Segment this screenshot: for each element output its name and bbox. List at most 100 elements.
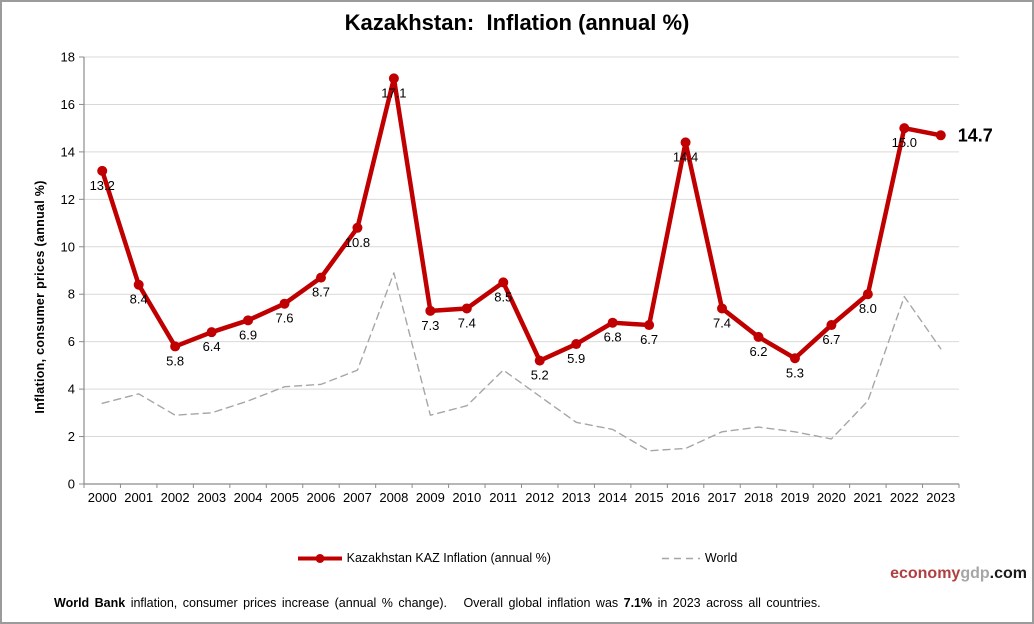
x-tick-label: 2018: [744, 490, 773, 505]
x-tick-label: 2011: [489, 490, 517, 505]
footnote: World Bank inflation, consumer prices in…: [54, 596, 821, 610]
x-tick-label: 2006: [307, 490, 336, 505]
data-point-marker: [425, 305, 436, 316]
data-point-label: 7.6: [275, 311, 293, 326]
y-tick-label: 8: [68, 287, 75, 302]
data-point-label: 8.7: [312, 285, 330, 300]
data-point-label: 5.3: [786, 365, 804, 380]
x-tick-label: 2014: [598, 490, 627, 505]
footnote-global-value: 7.1%: [623, 596, 653, 610]
data-point-label: 15.0: [892, 135, 917, 150]
footnote-source: World Bank: [54, 596, 126, 610]
y-tick-label: 14: [61, 144, 75, 159]
data-point-marker: [826, 320, 837, 331]
data-point-label: 7.4: [458, 315, 476, 330]
data-point-label: 6.7: [822, 332, 840, 347]
y-tick-label: 18: [61, 50, 75, 65]
x-tick-label: 2016: [671, 490, 700, 505]
data-point-label: 5.9: [567, 351, 585, 366]
footnote-text-2: in 2023 across all countries.: [652, 596, 821, 610]
data-point-marker: [680, 137, 691, 148]
data-point-marker: [571, 339, 582, 350]
world-line: [101, 272, 942, 452]
y-tick-label: 10: [61, 239, 75, 254]
data-point-label: 6.2: [749, 344, 767, 359]
data-point-label: 8.4: [130, 292, 148, 307]
brand-logo-gdp: gdp: [960, 565, 990, 582]
x-tick-label: 2013: [562, 490, 591, 505]
kazakhstan-line: [99, 76, 944, 363]
x-tick-label: 2001: [124, 490, 153, 505]
x-tick-label: 2010: [452, 490, 481, 505]
x-tick-label: 2000: [88, 490, 117, 505]
data-point-label: 5.2: [531, 368, 549, 383]
x-tick-label: 2003: [197, 490, 226, 505]
data-point-marker: [388, 73, 399, 84]
y-tick-label: 0: [68, 477, 75, 492]
data-point-marker: [97, 165, 108, 176]
data-point-marker: [935, 130, 946, 141]
legend-kaz-dot: [315, 553, 325, 563]
plot-area: 0 2 4 6 8 10 12 14 16 18 2000 2001 2002 2003 2004 2005 2…: [61, 50, 993, 506]
x-tick-label: 2007: [343, 490, 372, 505]
legend-item-world: World: [661, 551, 737, 565]
x-tick-label: 2012: [525, 490, 554, 505]
data-point-marker: [315, 272, 326, 283]
brand-logo[interactable]: economygdp.com: [890, 565, 1027, 583]
data-point-label: 8.5: [494, 289, 512, 304]
data-point-marker: [644, 320, 655, 331]
x-tick-label: 2015: [635, 490, 664, 505]
x-tick-label: 2009: [416, 490, 445, 505]
legend-item-kazakhstan: Kazakhstan KAZ Inflation (annual %): [297, 551, 551, 565]
x-tick-label: 2019: [780, 490, 809, 505]
legend-label-world: World: [704, 551, 738, 565]
x-tick-label: 2023: [926, 490, 955, 505]
data-point-marker: [717, 303, 728, 314]
x-tick-label: 2008: [379, 490, 408, 505]
data-point-marker: [243, 315, 254, 326]
data-point-label: 17.1: [381, 85, 406, 100]
data-point-label: 7.4: [713, 315, 731, 330]
world-series-swatch-icon: [661, 557, 700, 559]
data-point-label: 5.8: [166, 353, 184, 368]
data-point-label: 14.4: [673, 149, 698, 164]
data-point-marker: [862, 289, 873, 300]
data-point-marker: [607, 317, 618, 328]
legend: Kazakhstan KAZ Inflation (annual %) Worl…: [2, 551, 1032, 565]
data-point-label: 6.4: [203, 339, 221, 354]
kazakhstan-series-swatch-icon: [297, 553, 342, 563]
data-point-label: 6.8: [604, 330, 622, 345]
y-tick-label: 4: [68, 382, 75, 397]
data-point-marker: [352, 222, 363, 233]
data-point-marker: [899, 123, 910, 134]
data-point-label: 7.3: [421, 318, 439, 333]
last-value-label: 14.7: [958, 125, 993, 145]
x-tick-label: 2017: [708, 490, 737, 505]
y-tick-label: 2: [68, 429, 75, 444]
data-point-label: 6.7: [640, 332, 658, 347]
data-point-label: 13.2: [90, 178, 115, 193]
chart-title: Kazakhstan: Inflation (annual %): [344, 10, 690, 35]
x-tick-label: 2004: [234, 490, 263, 505]
y-tick-label: 12: [61, 192, 75, 207]
x-tick-label: 2002: [161, 490, 190, 505]
data-point-marker: [461, 303, 472, 314]
x-tick-label: 2005: [270, 490, 299, 505]
x-tick-label: 2021: [853, 490, 882, 505]
data-point-label: 10.8: [345, 235, 370, 250]
data-point-marker: [133, 279, 144, 290]
legend-label-kazakhstan: Kazakhstan KAZ Inflation (annual %): [346, 551, 551, 565]
data-point-marker: [206, 327, 217, 338]
data-point-marker: [498, 277, 509, 288]
y-tick-label: 6: [68, 334, 75, 349]
data-point-marker: [789, 353, 800, 364]
data-point-marker: [279, 298, 290, 309]
x-tick-label: 2022: [890, 490, 919, 505]
data-point-label: 8.0: [859, 301, 877, 316]
footnote-text-1: inflation, consumer prices increase (ann…: [125, 596, 624, 610]
brand-logo-economy: economy: [890, 565, 961, 582]
y-tick-label: 16: [61, 97, 75, 112]
data-point-marker: [753, 331, 764, 342]
data-point-marker: [170, 341, 181, 352]
